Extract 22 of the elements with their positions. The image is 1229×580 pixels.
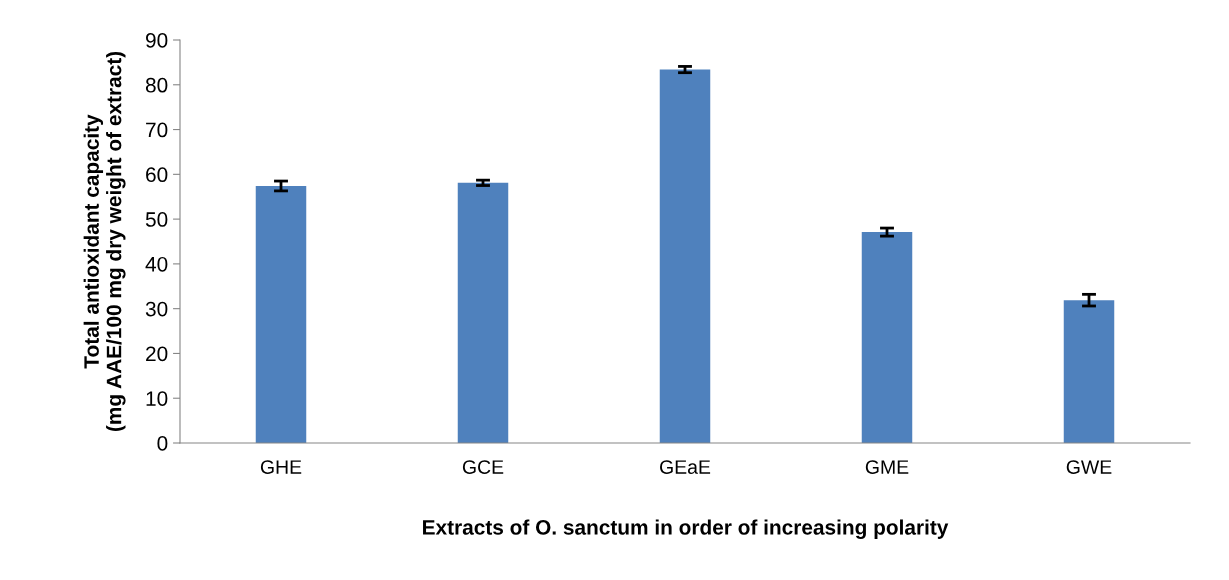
bar <box>255 185 307 443</box>
y-tick-label: 90 <box>146 33 168 48</box>
x-tick-label: GME <box>865 460 909 474</box>
bar <box>861 232 913 443</box>
y-tick-label: 30 <box>145 301 168 317</box>
bar <box>659 69 711 443</box>
x-tick-label: GCE <box>462 460 504 474</box>
x-axis-title: Extracts of O. sanctum in order of increasing polarity <box>423 519 949 539</box>
y-axis-title: Total antioxidant capacity (mg AAE/100 mg dry weight of extract) <box>83 51 126 432</box>
bar <box>1063 300 1115 443</box>
y-tick-label: 80 <box>145 77 168 93</box>
y-tick-label: 40 <box>145 256 168 272</box>
y-tick-label: 60 <box>146 167 168 183</box>
bar <box>457 182 509 443</box>
x-tick-label: GHE <box>260 460 302 474</box>
y-tick-label: 0 <box>157 436 168 451</box>
y-tick-label: 70 <box>146 122 168 138</box>
y-tick-label: 10 <box>146 391 168 406</box>
x-tick-label: GEaE <box>660 460 711 474</box>
x-tick-label: GWE <box>1066 460 1112 474</box>
y-tick-label: 50 <box>145 212 168 227</box>
y-tick-label: 20 <box>146 346 168 362</box>
